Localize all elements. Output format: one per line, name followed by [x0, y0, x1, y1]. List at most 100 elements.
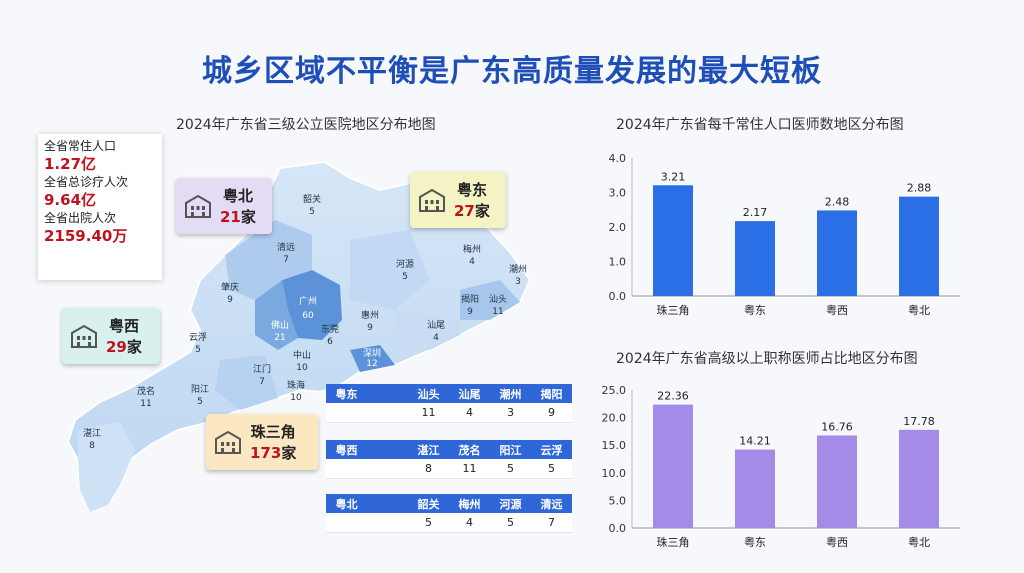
region-count: 29 — [106, 338, 127, 356]
table-region: 粤东 — [326, 384, 367, 403]
city-count: 7 — [259, 377, 265, 387]
table-value: 5 — [531, 459, 572, 479]
table-value: 9 — [531, 403, 572, 423]
city-label: 惠州 — [361, 309, 379, 321]
table-cell — [326, 403, 367, 423]
table-value: 7 — [531, 513, 572, 533]
stat-value: 2159.40万 — [44, 227, 128, 245]
y-tick-label: 4.0 — [609, 152, 627, 165]
table-cell — [367, 513, 408, 533]
table-value: 4 — [449, 513, 490, 533]
region-name: 粤东 — [456, 181, 487, 199]
city-count: 10 — [290, 393, 302, 403]
table-city: 汕头 — [408, 384, 449, 403]
y-tick-label: 25.0 — [602, 384, 627, 397]
x-tick-label: 粤北 — [908, 535, 930, 549]
city-count: 60 — [302, 311, 314, 321]
map-region-qingyuan — [225, 220, 312, 300]
bar — [817, 435, 857, 528]
city-label: 韶关 — [303, 193, 321, 205]
bar-data-label: 16.76 — [821, 420, 853, 433]
city-label: 揭阳 — [461, 293, 479, 305]
region-count: 27 — [454, 202, 475, 220]
table-city: 茂名 — [449, 440, 490, 459]
table-region: 粤北 — [326, 494, 367, 513]
x-tick-label: 粤西 — [826, 535, 848, 549]
table-value: 5 — [490, 459, 531, 479]
region-badge-yuexi: 粤西 29家 — [62, 308, 160, 364]
city-count: 11 — [140, 399, 151, 409]
city-label: 阳江 — [191, 384, 209, 395]
table-city: 韶关 — [408, 494, 449, 513]
city-count: 6 — [327, 337, 333, 347]
table-city: 揭阳 — [531, 384, 572, 403]
city-label: 广州 — [299, 295, 317, 307]
city-label: 潮州 — [509, 263, 527, 275]
table-city: 云浮 — [531, 440, 572, 459]
yuedong-city-table: 粤东 汕头 汕尾 潮州 揭阳 11 4 3 9 — [326, 384, 572, 423]
senior-physician-ratio-chart: 0.0 5.0 10.0 15.0 20.0 25.0 22.36 珠三角 14.21 粤东 16.… — [602, 384, 960, 549]
hospital-building-icon — [185, 194, 211, 218]
city-count: 5 — [309, 207, 315, 217]
x-tick-label: 粤北 — [908, 303, 930, 317]
city-count: 8 — [89, 441, 95, 451]
city-count: 21 — [274, 333, 285, 343]
table-value: 11 — [408, 403, 449, 423]
table-value: 3 — [490, 403, 531, 423]
map-region-zhanjiang — [78, 422, 135, 512]
table-value: 5 — [490, 513, 531, 533]
city-count: 10 — [296, 363, 308, 373]
region-badge-zhusanjiao: 珠三角 173家 — [206, 414, 318, 470]
table-city: 河源 — [490, 494, 531, 513]
map-region-guangzhou — [282, 270, 342, 340]
bar-data-label: 22.36 — [657, 390, 689, 403]
city-count: 11 — [492, 307, 503, 317]
table-city: 潮州 — [490, 384, 531, 403]
stat-label: 全省总诊疗人次 — [44, 175, 129, 189]
y-tick-label: 0.0 — [609, 522, 627, 535]
y-tick-label: 5.0 — [609, 494, 627, 507]
bar-data-label: 17.78 — [903, 415, 935, 428]
y-tick-label: 20.0 — [602, 412, 627, 425]
region-name: 粤西 — [108, 317, 139, 335]
region-count: 173 — [250, 444, 282, 462]
yuexi-city-table: 粤西 湛江 茂名 阳江 云浮 8 11 5 5 — [326, 440, 572, 479]
city-count: 5 — [197, 397, 203, 407]
x-tick-label: 粤东 — [744, 535, 766, 549]
bar-data-label: 2.88 — [907, 182, 932, 195]
table-city: 阳江 — [490, 440, 531, 459]
city-label: 珠海 — [287, 379, 305, 391]
bar — [899, 196, 939, 296]
map-region-shantou — [460, 280, 520, 320]
table-cell — [367, 403, 408, 423]
bar-data-label: 2.17 — [743, 206, 768, 219]
table-city: 梅州 — [449, 494, 490, 513]
region-name: 粤北 — [222, 187, 253, 205]
city-label: 茂名 — [137, 385, 155, 397]
region-unit: 家 — [281, 444, 297, 462]
physicians-per-thousand-chart: 0.0 1.0 2.0 3.0 4.0 3.21 珠三角 2.17 粤东 2.48 粤西 2.88 粤北 — [609, 152, 960, 317]
stat-label: 全省常住人口 — [44, 139, 117, 153]
table-city: 汕尾 — [449, 384, 490, 403]
table-region: 粤西 — [326, 440, 367, 459]
chart1-title: 2024年广东省每千常住人口医师数地区分布图 — [616, 117, 904, 133]
city-count: 7 — [283, 255, 289, 265]
city-label: 汕尾 — [427, 320, 445, 331]
hospital-building-icon — [71, 324, 97, 348]
city-label: 东莞 — [321, 323, 339, 335]
city-label: 江门 — [253, 363, 271, 375]
map-region-shenzhen — [350, 345, 395, 372]
table-value: 8 — [408, 459, 449, 479]
hospital-building-icon — [215, 430, 241, 454]
stat-label: 全省出院人次 — [44, 211, 117, 225]
stat-value: 9.64亿 — [44, 191, 97, 209]
region-unit: 家 — [240, 208, 256, 226]
y-tick-label: 15.0 — [602, 439, 627, 452]
city-count: 12 — [366, 359, 377, 369]
city-label: 梅州 — [463, 243, 481, 255]
city-label: 清远 — [277, 241, 295, 253]
hospital-building-icon — [419, 188, 445, 212]
table-value: 4 — [449, 403, 490, 423]
bar — [653, 185, 693, 296]
